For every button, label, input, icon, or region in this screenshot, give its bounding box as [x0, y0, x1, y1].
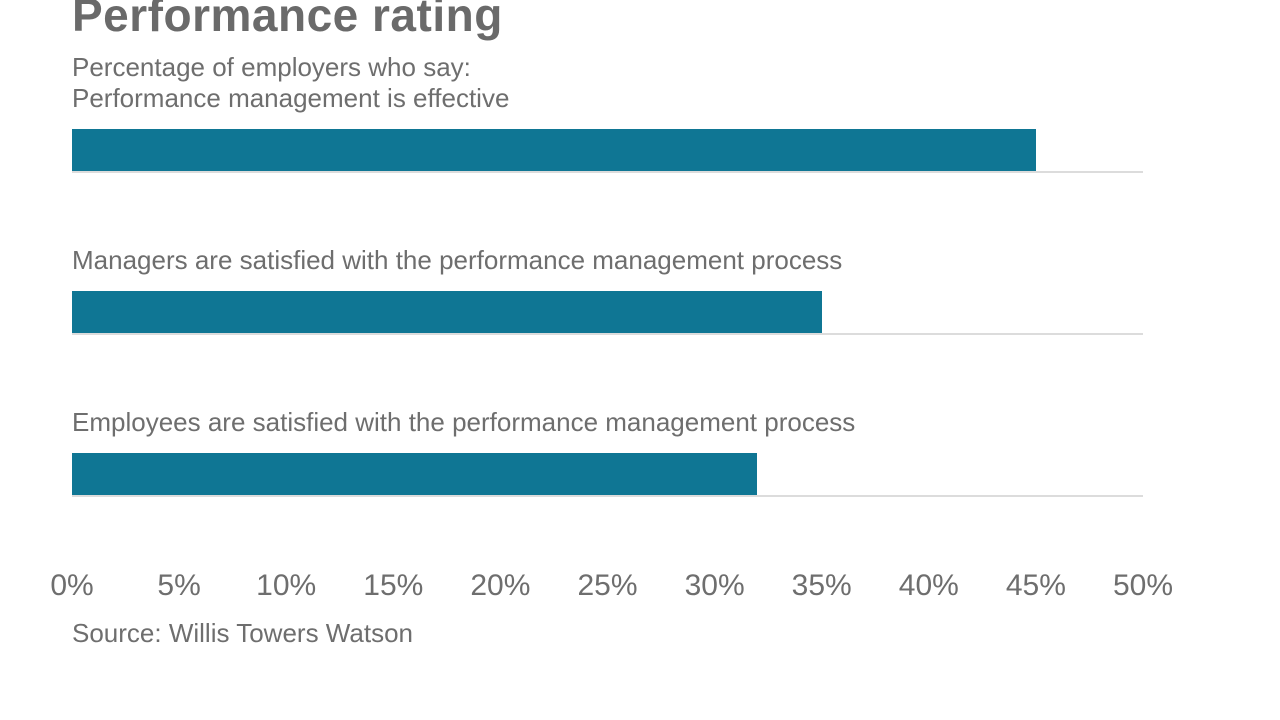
x-axis-tick-label: 30% [684, 569, 745, 602]
x-axis-tick-label: 15% [363, 569, 424, 602]
bar-row: Performance management is effective [72, 82, 1143, 173]
x-axis-tick-label: 25% [577, 569, 638, 602]
bar-label: Performance management is effective [72, 83, 510, 113]
chart-title: Performance rating [72, 0, 503, 41]
x-axis-tick-label: 0% [50, 569, 94, 602]
bar-track [72, 129, 1143, 173]
chart-source: Source: Willis Towers Watson [72, 618, 413, 648]
bar [72, 129, 1036, 171]
x-axis-tick-label: 5% [157, 569, 201, 602]
bar-row: Employees are satisfied with the perform… [72, 406, 1143, 497]
bar-track [72, 453, 1143, 497]
x-axis-tick-label: 40% [898, 569, 959, 602]
x-axis-tick-label: 50% [1112, 569, 1174, 602]
bar-track [72, 291, 1143, 335]
x-axis-tick-label: 10% [256, 569, 317, 602]
x-axis-tick-label: 20% [470, 569, 531, 602]
x-axis-tick-label: 35% [791, 569, 852, 602]
bar-label: Employees are satisfied with the perform… [72, 407, 856, 437]
bar-row: Managers are satisfied with the performa… [72, 244, 1143, 335]
bar [72, 453, 758, 495]
x-axis: 0% 5% 10% 15% 20% 25% 30% 35% 40% 45% 50% [50, 569, 1173, 603]
bar-label: Managers are satisfied with the performa… [72, 245, 843, 275]
bar [72, 291, 822, 333]
chart-subtitle: Percentage of employers who say: [72, 52, 471, 82]
x-axis-tick-label: 45% [1005, 569, 1066, 602]
